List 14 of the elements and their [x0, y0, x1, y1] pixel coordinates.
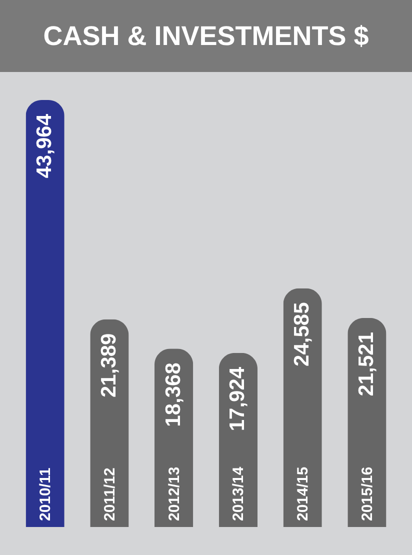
bar — [26, 100, 64, 527]
x-tick-label: 2012/13 — [166, 466, 183, 521]
data-label: 18,368 — [162, 362, 185, 427]
x-tick-label: 2014/15 — [294, 466, 312, 521]
x-tick-label: 2015/16 — [358, 466, 376, 521]
data-label: 21,389 — [97, 333, 120, 398]
x-tick-label: 2013/14 — [230, 466, 248, 521]
data-label: 24,585 — [290, 302, 314, 366]
x-tick-label: 2010/11 — [37, 468, 54, 521]
data-label: 17,924 — [226, 366, 250, 432]
data-label: 21,521 — [354, 332, 378, 396]
chart-title: CASH & INVESTMENTS $ — [0, 0, 412, 72]
x-tick-label: 2011/12 — [101, 468, 118, 521]
data-label: 43,964 — [33, 114, 56, 178]
